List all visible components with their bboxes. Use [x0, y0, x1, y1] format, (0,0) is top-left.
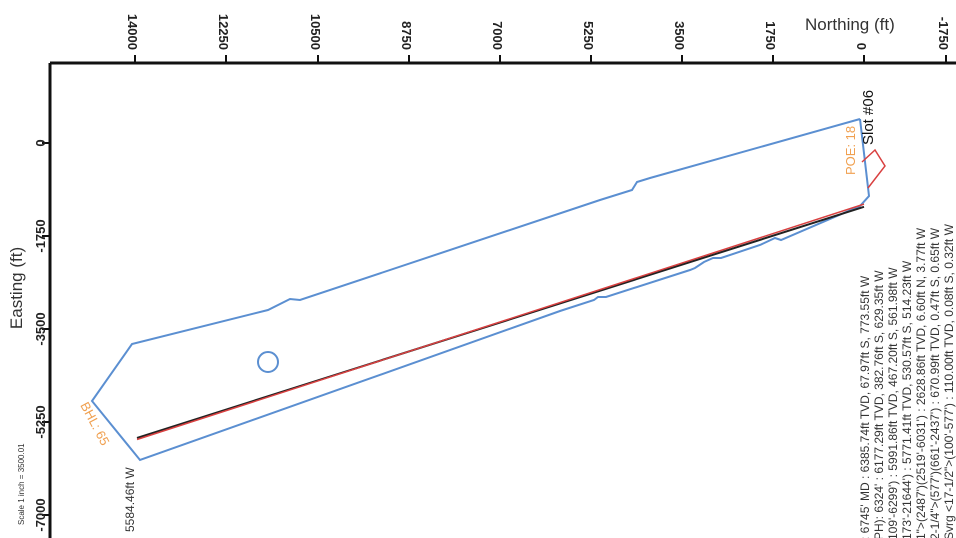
- x-axis-title: Northing (ft): [805, 15, 895, 34]
- y-axis: [42, 142, 50, 516]
- x-tick-label: 12250: [216, 14, 231, 50]
- x-tick-label: 1750: [763, 21, 778, 50]
- y-tick-label: -5250: [33, 405, 48, 438]
- x-tick-label: 10500: [308, 14, 323, 50]
- info-line: : 6745' MD : 6385.74ft TVD, 67.97ft S, 7…: [858, 275, 872, 538]
- info-line: Svrg <17-1/2">(100'-577') : 110.00ft TVD…: [942, 223, 956, 538]
- x-tick-label: 0: [854, 43, 869, 50]
- surface-curve: [861, 148, 886, 189]
- y-tick-label: -1750: [33, 219, 48, 252]
- y-tick-labels: 0 -1750 -3500 -5250 -7000: [33, 139, 48, 531]
- x-tick-label: 7000: [490, 21, 505, 50]
- x-tick-label: 5250: [581, 21, 596, 50]
- x-tick-label: 14000: [125, 14, 140, 50]
- bhl-offset-label: 5584.46ft W: [123, 467, 137, 532]
- lease-boundary: [90, 118, 871, 462]
- info-line: PH): 6324' : 6177.29ft TVD, 382.76ft S, …: [872, 270, 886, 538]
- y-tick-label: 0: [33, 139, 48, 146]
- scale-note: Scale 1 inch = 3500.01: [17, 443, 26, 525]
- y-axis-title: Easting (ft): [7, 247, 26, 329]
- axes-frame: [48, 61, 956, 538]
- bhl-label: BHL: 65: [77, 399, 112, 448]
- target-marker: [257, 351, 279, 373]
- x-tick-label: -1750: [936, 17, 951, 50]
- y-tick-label: -7000: [33, 498, 48, 531]
- info-line: 109'-6299') : 5991.86ft TVD, 467.20ft S,…: [886, 267, 900, 538]
- x-tick-labels: 14000 12250 10500 8750 7000 5250 3500 17…: [125, 14, 951, 50]
- x-axis: [134, 55, 947, 63]
- x-tick-label: 8750: [399, 21, 414, 50]
- well-paths: [136, 203, 865, 441]
- info-line: 1">(2487')(2519'-6031') : 2628.86ft TVD,…: [914, 227, 928, 538]
- y-tick-label: -3500: [33, 312, 48, 345]
- info-line: 2-1/4">(577')(661'-2437') : 670.99ft TVD…: [928, 227, 942, 538]
- planned-well-path: [136, 203, 865, 441]
- x-tick-label: 3500: [672, 21, 687, 50]
- well-info-block: : 6745' MD : 6385.74ft TVD, 67.97ft S, 7…: [858, 223, 956, 538]
- poe-label: POE: 18: [843, 126, 858, 175]
- info-line: 173'-21644') : 5771.41ft TVD, 530.57ft S…: [900, 260, 914, 538]
- slot-label: Slot #06: [860, 90, 877, 145]
